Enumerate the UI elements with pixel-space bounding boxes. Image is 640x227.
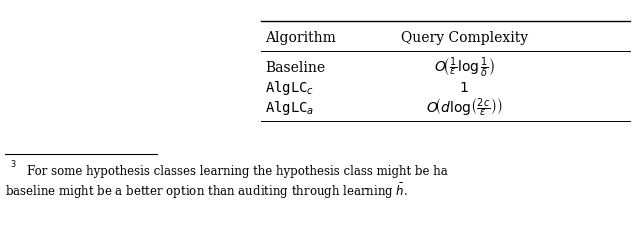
Text: Query Complexity: Query Complexity [401, 31, 528, 45]
Text: AlgLC$_c$: AlgLC$_c$ [265, 79, 314, 96]
Text: $^3$: $^3$ [10, 160, 17, 173]
Text: AlgLC$_a$: AlgLC$_a$ [265, 99, 314, 116]
Text: Algorithm: Algorithm [265, 31, 336, 45]
Text: $O\!\left(\frac{1}{\epsilon}\log\frac{1}{\delta}\right)$: $O\!\left(\frac{1}{\epsilon}\log\frac{1}… [434, 56, 495, 80]
Text: baseline might be a better option than auditing through learning $\bar{h}$.: baseline might be a better option than a… [5, 180, 408, 200]
Text: For some hypothesis classes learning the hypothesis class might be ha: For some hypothesis classes learning the… [27, 165, 448, 178]
Text: $1$: $1$ [460, 81, 469, 95]
Text: Baseline: Baseline [265, 61, 325, 75]
Text: $O\!\left(d\log\!\left(\frac{2c}{\epsilon}\right)\right)$: $O\!\left(d\log\!\left(\frac{2c}{\epsilo… [426, 96, 502, 119]
